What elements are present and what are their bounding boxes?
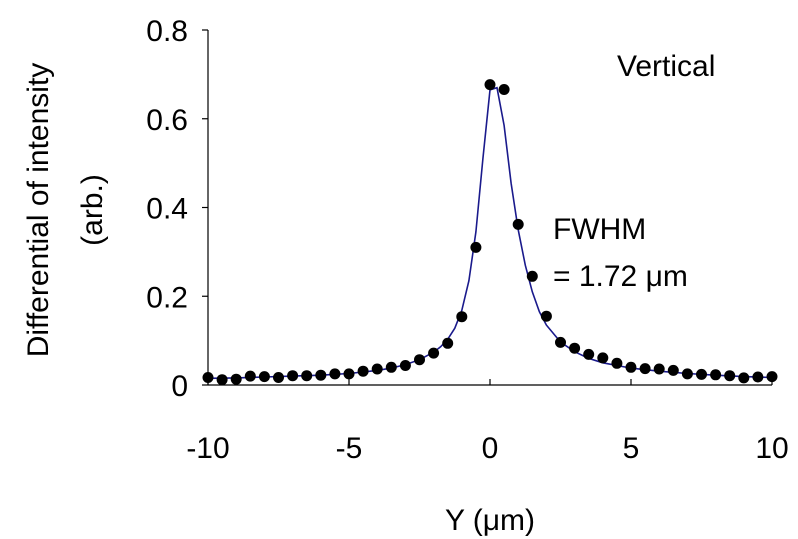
y-tick-label: 0: [171, 370, 188, 403]
data-point: [230, 373, 242, 385]
y-axis-label-line2: (arb.): [76, 174, 109, 246]
data-point: [653, 363, 665, 375]
data-point: [498, 84, 510, 95]
y-axis-label-line1: Differential of intensity: [22, 63, 55, 358]
data-point: [752, 371, 764, 383]
data-point: [569, 342, 581, 354]
data-point: [597, 352, 609, 364]
x-tick-label: 0: [482, 432, 499, 465]
data-point: [512, 218, 524, 230]
data-point: [583, 348, 595, 360]
data-point: [611, 357, 623, 369]
data-point: [442, 337, 454, 349]
data-point: [766, 371, 778, 383]
y-tick-label: 0.6: [146, 104, 188, 137]
data-point: [315, 369, 327, 381]
plot-area: [202, 79, 778, 386]
data-point: [216, 374, 228, 386]
x-tick-label: -5: [336, 432, 363, 465]
data-point: [287, 370, 299, 382]
y-tick-label: 0.8: [146, 15, 188, 48]
y-tick-label: 0.2: [146, 281, 188, 314]
data-point: [681, 368, 693, 380]
data-point: [385, 361, 397, 373]
data-point: [724, 370, 736, 382]
data-point: [526, 270, 538, 282]
data-point: [301, 370, 313, 382]
data-point: [456, 311, 468, 323]
x-tick-label: 10: [755, 432, 788, 465]
data-point: [710, 369, 722, 381]
panel-annotation: Vertical: [617, 50, 715, 83]
data-point: [428, 347, 440, 359]
data-point: [357, 365, 369, 377]
data-point: [414, 354, 425, 366]
fit-curve: [207, 86, 773, 380]
data-point: [484, 79, 496, 91]
y-tick-label: 0.4: [146, 193, 188, 226]
data-point: [555, 336, 566, 348]
data-point: [343, 368, 355, 380]
x-tick-label: -10: [186, 432, 229, 465]
data-point: [738, 372, 750, 384]
x-tick-label: 5: [623, 432, 640, 465]
data-point: [399, 360, 411, 371]
fwhm-annotation-line2: = 1.72 μm: [553, 260, 688, 293]
data-point: [639, 363, 651, 375]
fwhm-annotation-line1: FWHM: [553, 213, 646, 246]
data-point: [667, 364, 679, 376]
data-point: [244, 370, 256, 382]
ticks: 0 0.2 0.4 0.6 0.8 -10 -5 0 5 10: [146, 15, 788, 465]
data-point: [371, 363, 383, 375]
labels: Differential of intensity (arb.) Y (μm) …: [22, 50, 715, 537]
x-axis-label: Y (μm): [445, 504, 535, 537]
data-point: [329, 368, 341, 380]
data-point: [258, 371, 270, 383]
data-point: [625, 361, 637, 373]
data-point: [696, 368, 707, 380]
data-point: [273, 372, 284, 383]
data-point: [470, 241, 482, 253]
data-point: [540, 310, 552, 322]
